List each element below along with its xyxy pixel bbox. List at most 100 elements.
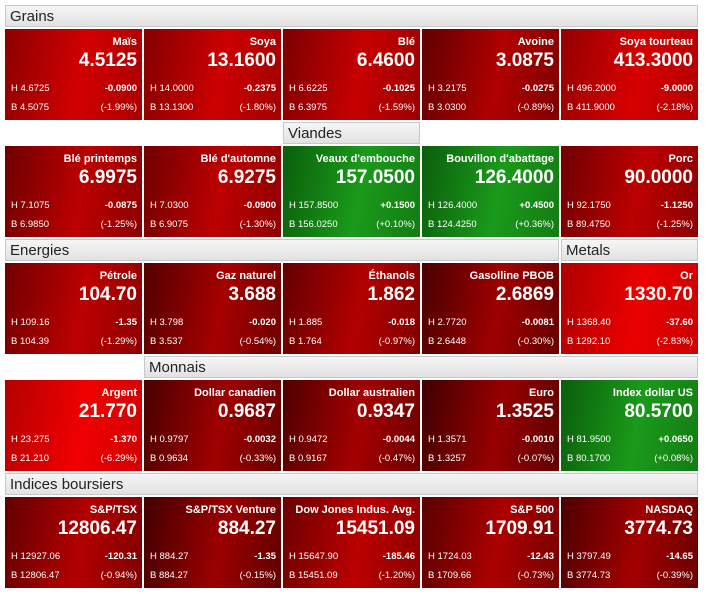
quote-tile: NASDAQ 3774.73 H 3797.49 -14.65 B 3774.73 (-0…: [561, 497, 698, 588]
percent-change: (-0.94%): [100, 570, 137, 581]
price-change: -0.1025: [382, 83, 415, 94]
low-price: B 6.3975: [289, 102, 328, 113]
percent-change: (-1.25%): [100, 219, 137, 230]
high-price: H 15647.90: [289, 551, 339, 562]
percent-change: (-6.29%): [100, 453, 137, 464]
quote-tile: S&P 500 1709.91 H 1724.03 -12.43 B 1709.66 (-…: [422, 497, 559, 588]
instrument-name: NASDAQ: [645, 504, 693, 516]
quote-tile: Maïs 4.5125 H 4.6725 -0.0900 B 4.5075 (-1.99%…: [5, 29, 142, 120]
high-price: H 3.2175: [428, 83, 467, 94]
instrument-name: Blé printemps: [63, 153, 137, 165]
quote-tile: Dollar australien 0.9347 H 0.9472 -0.0044 B …: [283, 380, 420, 471]
low-price: B 80.1700: [567, 453, 611, 464]
low-price: B 15451.09: [289, 570, 338, 581]
high-price: H 3797.49: [567, 551, 611, 562]
high-price: H 2.7720: [428, 317, 467, 328]
last-price: 13.1600: [207, 50, 276, 71]
instrument-name: Or: [680, 270, 693, 282]
last-price: 1330.70: [624, 284, 693, 305]
last-price: 15451.09: [335, 518, 415, 539]
percent-change: (-1.20%): [378, 570, 415, 581]
price-change: -12.43: [527, 551, 554, 562]
percent-change: (-2.18%): [656, 102, 693, 113]
low-price: B 13.1300: [150, 102, 194, 113]
high-price: H 6.6225: [289, 83, 328, 94]
percent-change: (-0.89%): [517, 102, 554, 113]
low-price: B 4.5075: [11, 102, 50, 113]
quote-tile: Argent 21.770 H 23.275 -1.370 B 21.210 (-6.29…: [5, 380, 142, 471]
high-price: H 109.16: [11, 317, 50, 328]
instrument-name: S&P/TSX: [89, 504, 137, 516]
quote-tile: S&P/TSX Venture 884.27 H 884.27 -1.35 B 884.…: [144, 497, 281, 588]
high-price: H 92.1750: [567, 200, 611, 211]
last-price: 104.70: [78, 284, 137, 305]
instrument-name: Blé d'automne: [200, 153, 276, 165]
high-price: H 884.27: [150, 551, 189, 562]
low-price: B 104.39: [11, 336, 50, 347]
price-change: -0.0081: [521, 317, 554, 328]
quote-tile: Dow Jones Indus. Avg. 15451.09 H 15647.90 -…: [283, 497, 420, 588]
last-price: 3.688: [228, 284, 276, 305]
quote-tile: Blé d'automne 6.9275 H 7.0300 -0.0900 B 6.90…: [144, 146, 281, 237]
last-price: 6.9975: [78, 167, 137, 188]
low-price: B 12806.47: [11, 570, 60, 581]
low-price: B 124.4250: [428, 219, 477, 230]
price-change: -0.0044: [382, 434, 415, 445]
last-price: 6.9275: [217, 167, 276, 188]
high-price: H 1368.40: [567, 317, 611, 328]
price-change: -1.1250: [660, 200, 693, 211]
quote-tile: Euro 1.3525 H 1.3571 -0.0010 B 1.3257 (-0.07%…: [422, 380, 559, 471]
high-price: H 7.1075: [11, 200, 50, 211]
percent-change: (-1.80%): [239, 102, 276, 113]
percent-change: (-1.99%): [100, 102, 137, 113]
percent-change: (-0.07%): [517, 453, 554, 464]
quote-tile: S&P/TSX 12806.47 H 12927.06 -120.31 B 12806.…: [5, 497, 142, 588]
quote-tile: Avoine 3.0875 H 3.2175 -0.0275 B 3.0300 (-0.8…: [422, 29, 559, 120]
high-price: H 3.798: [150, 317, 184, 328]
price-change: +0.4500: [519, 200, 554, 211]
last-price: 3.0875: [495, 50, 554, 71]
percent-change: (+0.10%): [376, 219, 415, 230]
percent-change: (-0.54%): [239, 336, 276, 347]
quote-tile: Soya tourteau 413.3000 H 496.2000 -9.0000 B …: [561, 29, 698, 120]
percent-change: (+0.36%): [515, 219, 554, 230]
price-change: -120.31: [104, 551, 137, 562]
instrument-name: Maïs: [112, 36, 137, 48]
quote-tile: Porc 90.0000 H 92.1750 -1.1250 B 89.4750 (-1.…: [561, 146, 698, 237]
low-price: B 3.0300: [428, 102, 467, 113]
price-change: -9.0000: [660, 83, 693, 94]
instrument-name: S&P/TSX Venture: [185, 504, 276, 516]
section-header: Metals: [561, 239, 698, 261]
instrument-name: Soya: [249, 36, 276, 48]
last-price: 1.862: [367, 284, 415, 305]
percent-change: (-0.47%): [378, 453, 415, 464]
price-change: -0.0032: [243, 434, 276, 445]
low-price: B 89.4750: [567, 219, 611, 230]
high-price: H 14.0000: [150, 83, 194, 94]
last-price: 3774.73: [624, 518, 693, 539]
price-change: -0.2375: [243, 83, 276, 94]
section-header: Energies: [5, 239, 559, 261]
percent-change: (-1.29%): [100, 336, 137, 347]
last-price: 4.5125: [78, 50, 137, 71]
last-price: 157.0500: [335, 167, 415, 188]
high-price: H 0.9472: [289, 434, 328, 445]
last-price: 126.4000: [474, 167, 554, 188]
low-price: B 411.9000: [567, 102, 615, 113]
high-price: H 4.6725: [11, 83, 50, 94]
last-price: 90.0000: [624, 167, 693, 188]
price-change: -0.0275: [521, 83, 554, 94]
high-price: H 23.275: [11, 434, 50, 445]
price-change: -37.60: [666, 317, 693, 328]
section-header: Indices boursiers: [5, 473, 698, 495]
percent-change: (-0.15%): [239, 570, 276, 581]
instrument-name: Soya tourteau: [619, 36, 693, 48]
low-price: B 1292.10: [567, 336, 611, 347]
price-change: +0.1500: [380, 200, 415, 211]
last-price: 884.27: [217, 518, 276, 539]
instrument-name: Argent: [101, 387, 137, 399]
percent-change: (-0.30%): [517, 336, 554, 347]
quote-tile: Dollar canadien 0.9687 H 0.9797 -0.0032 B 0.…: [144, 380, 281, 471]
price-change: -0.018: [388, 317, 415, 328]
